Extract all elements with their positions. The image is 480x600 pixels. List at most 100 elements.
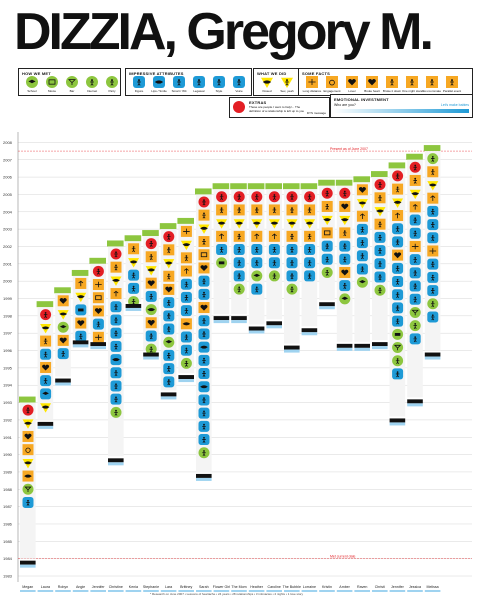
person-column[interactable]: [423, 145, 441, 360]
lips-icon: [22, 470, 34, 482]
person-column[interactable]: [124, 235, 142, 311]
y-tick-label: 1989: [3, 469, 13, 474]
person-column[interactable]: [406, 153, 423, 407]
emotion-bar: [407, 403, 423, 407]
name-tag: [90, 342, 106, 347]
parallel-icon: Parallel event: [442, 76, 462, 93]
emotion-bar: [284, 349, 300, 353]
person-column[interactable]: [300, 183, 318, 336]
x-tick-label: Kristin: [322, 585, 332, 589]
legend-emotional-investment: EMOTIONAL INVESTMENT Who are you? Let's …: [330, 94, 473, 118]
person-column[interactable]: [230, 183, 247, 324]
person-column[interactable]: [89, 257, 106, 350]
circle-icon: [92, 265, 104, 277]
mouth-icon: [198, 381, 210, 393]
person-column[interactable]: [388, 162, 406, 426]
ring-icon: [22, 444, 34, 456]
person-column[interactable]: [212, 183, 230, 324]
bird-icon: [75, 277, 87, 289]
person-column[interactable]: [195, 188, 212, 481]
person-column[interactable]: [142, 230, 159, 360]
legend-item-label: School: [27, 89, 37, 93]
name-tag: [160, 392, 177, 397]
person-column[interactable]: [36, 301, 54, 429]
book-icon: School: [22, 76, 42, 93]
person-column[interactable]: [283, 183, 300, 353]
person-column[interactable]: [159, 223, 177, 400]
person-column[interactable]: [247, 183, 265, 334]
legend-some-facts-heading: SOME FACTS: [302, 71, 331, 76]
person-column[interactable]: [54, 287, 71, 386]
figure-icon: Figure: [129, 76, 149, 93]
y-tick-label: 2000: [3, 279, 13, 284]
face-icon: [392, 276, 404, 288]
relationship-bar: [265, 183, 282, 190]
relationship-bar: [19, 396, 36, 403]
person-column[interactable]: [265, 183, 282, 329]
x-tick-label: Jessica: [409, 585, 421, 589]
figure-icon: [198, 209, 210, 221]
person-column[interactable]: [371, 171, 388, 350]
figure-icon: [251, 244, 263, 256]
person-column[interactable]: [71, 269, 89, 348]
figure-icon: [110, 393, 122, 405]
person-column[interactable]: [318, 179, 335, 310]
relationship-bar: [388, 162, 406, 169]
phone-icon: [216, 257, 228, 269]
figure-icon: [75, 330, 87, 342]
heart-icon: [75, 317, 87, 329]
relationship-bar: [195, 188, 212, 195]
figure-icon: [339, 280, 351, 292]
timeline-chart: 2008 2007 2006 2005 2004 2003 2002 2001 2000 1999…: [3, 132, 472, 592]
x-emotion-swatch: [301, 590, 318, 592]
figure-icon: [57, 348, 69, 360]
x-tick-label: Jennifer: [391, 585, 405, 589]
mouth-icon: [110, 354, 122, 366]
brain-icon: [173, 76, 185, 88]
relationship-bar: [212, 183, 230, 190]
person-column[interactable]: [19, 396, 36, 568]
circle-icon: [110, 248, 122, 260]
name-tag: [301, 328, 318, 333]
face-icon: [392, 236, 404, 248]
cocktail-icon: [22, 483, 34, 495]
y-tick-label: 2005: [3, 192, 13, 197]
legend-what-we-did-heading: WHAT WE DID: [257, 71, 287, 76]
figure-icon: [409, 293, 421, 305]
figure-icon: [198, 407, 210, 419]
tree-icon: [216, 230, 228, 242]
person-column[interactable]: [107, 240, 124, 466]
figure-icon: [163, 376, 175, 388]
person-column[interactable]: [335, 179, 353, 351]
x-emotion-swatch: [354, 590, 370, 592]
emotion-bar: [266, 325, 282, 329]
figure-icon: [392, 355, 404, 367]
figure-icon: [163, 270, 175, 282]
mouth-icon: [198, 341, 210, 353]
ball-icon: [145, 343, 157, 355]
figure-icon: [427, 232, 439, 244]
legend-item-label: Broke heart: [364, 89, 380, 93]
figure-icon: [180, 344, 192, 356]
emotion-bar: [301, 332, 318, 336]
movie-icon: Movie: [42, 76, 62, 93]
face-icon: [409, 267, 421, 279]
figure-icon: [427, 153, 439, 165]
x-emotion-swatch: [108, 590, 124, 592]
figure-icon: [427, 258, 439, 270]
figure-icon: [321, 266, 333, 278]
figure-icon: [198, 275, 210, 287]
circle-icon: [216, 191, 228, 203]
face-icon: [409, 227, 421, 239]
ring-icon: Engagement: [322, 76, 342, 93]
person-column[interactable]: [177, 217, 194, 383]
x-tick-label: Angie: [76, 585, 85, 589]
face-icon: [268, 257, 280, 269]
sex-icon: [281, 77, 293, 88]
circle-icon: [304, 191, 316, 203]
name-tag: [231, 316, 247, 321]
one-night-icon: [406, 76, 418, 88]
relationship-bar: [159, 223, 177, 230]
tree-icon: [251, 230, 263, 242]
person-column[interactable]: [353, 176, 370, 351]
